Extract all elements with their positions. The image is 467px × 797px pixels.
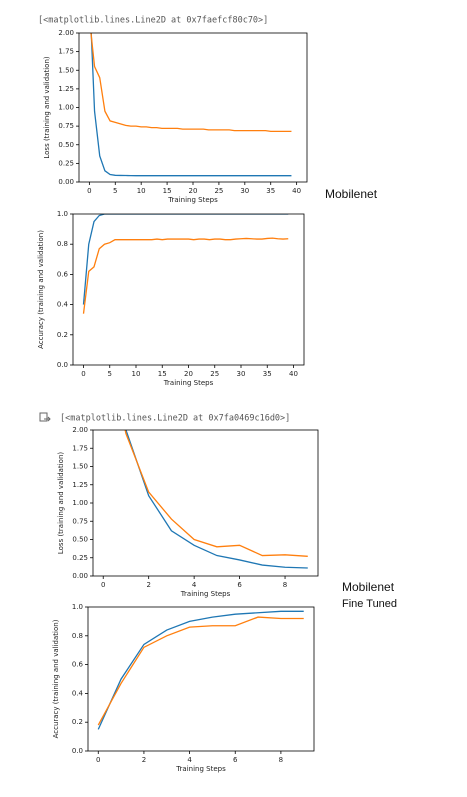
x-axis-label: Training Steps xyxy=(180,590,231,598)
y-tick-label: 0.50 xyxy=(58,141,74,149)
y-tick-label: 0.8 xyxy=(72,632,83,640)
x-tick-label: 6 xyxy=(233,756,238,764)
axes-frame xyxy=(72,213,305,366)
y-axis-label: Loss (training and validation) xyxy=(43,56,51,159)
x-tick-label: 0 xyxy=(87,187,91,195)
y-tick-label: 0.2 xyxy=(57,331,68,339)
x-tick-label: 35 xyxy=(266,187,275,195)
data-line xyxy=(124,430,308,557)
output-text: [<matplotlib.lines.Line2D at 0x7faefcf80… xyxy=(38,16,268,26)
output-text: [<matplotlib.lines.Line2D at 0x7fa0469c1… xyxy=(60,414,290,424)
y-tick-label: 1.00 xyxy=(58,104,74,112)
side-label: Mobilenet xyxy=(325,187,378,201)
x-tick-label: 2 xyxy=(142,756,146,764)
y-axis-label: Accuracy (training and validation) xyxy=(37,230,45,349)
x-tick-label: 0 xyxy=(96,756,100,764)
y-tick-label: 0.0 xyxy=(57,361,68,369)
side-label: Mobilenet xyxy=(342,580,395,594)
x-axis-label: Training Steps xyxy=(175,765,226,773)
data-line xyxy=(82,237,289,314)
x-tick-label: 20 xyxy=(189,187,198,195)
y-axis-label: Accuracy (training and validation) xyxy=(52,619,60,738)
x-tick-label: 10 xyxy=(132,370,141,378)
x-tick-label: 30 xyxy=(237,370,246,378)
plot-area xyxy=(124,430,308,569)
x-tick-label: 40 xyxy=(292,187,301,195)
axes-frame xyxy=(78,32,308,183)
plot-area xyxy=(90,33,292,177)
x-tick-label: 4 xyxy=(192,581,197,589)
axes-frame xyxy=(92,429,319,577)
y-tick-label: 0.50 xyxy=(72,536,88,544)
y-tick-label: 1.00 xyxy=(72,499,88,507)
y-tick-label: 0.00 xyxy=(72,572,88,580)
x-tick-label: 15 xyxy=(158,370,167,378)
data-line xyxy=(97,616,304,726)
x-tick-label: 20 xyxy=(184,370,193,378)
x-tick-label: 6 xyxy=(237,581,242,589)
x-tick-label: 4 xyxy=(187,756,192,764)
x-tick-label: 25 xyxy=(210,370,219,378)
y-tick-label: 0.4 xyxy=(72,689,84,697)
y-tick-label: 0.4 xyxy=(57,301,69,309)
plot-area xyxy=(82,214,289,314)
side-label: Fine Tuned xyxy=(342,598,397,610)
x-axis-label: Training Steps xyxy=(167,196,218,204)
y-tick-label: 1.50 xyxy=(72,463,88,471)
x-tick-label: 2 xyxy=(146,581,150,589)
y-tick-label: 1.25 xyxy=(72,481,88,489)
y-tick-label: 0.25 xyxy=(72,554,88,562)
y-tick-label: 0.00 xyxy=(58,178,74,186)
y-tick-label: 0.75 xyxy=(72,517,88,525)
y-tick-label: 0.25 xyxy=(58,159,74,167)
y-tick-label: 2.00 xyxy=(72,426,88,434)
y-tick-label: 1.75 xyxy=(72,444,88,452)
x-tick-label: 10 xyxy=(137,187,146,195)
x-tick-label: 35 xyxy=(263,370,272,378)
x-tick-label: 30 xyxy=(240,187,249,195)
x-tick-label: 5 xyxy=(108,370,112,378)
y-tick-label: 0.6 xyxy=(72,661,84,669)
y-tick-label: 0.75 xyxy=(58,122,74,130)
x-tick-label: 40 xyxy=(289,370,298,378)
x-tick-label: 25 xyxy=(214,187,223,195)
y-tick-label: 0.2 xyxy=(72,718,83,726)
y-tick-label: 1.0 xyxy=(57,210,68,218)
y-tick-label: 0.0 xyxy=(72,747,83,755)
x-tick-label: 8 xyxy=(279,756,283,764)
data-line xyxy=(97,610,304,730)
axes-frame xyxy=(87,606,315,752)
x-tick-label: 0 xyxy=(101,581,105,589)
x-axis-label: Training Steps xyxy=(163,379,214,387)
data-line xyxy=(82,214,289,305)
x-tick-label: 8 xyxy=(283,581,287,589)
y-tick-label: 0.6 xyxy=(57,270,69,278)
plot-area xyxy=(97,610,304,730)
x-tick-label: 0 xyxy=(81,370,85,378)
y-tick-label: 1.50 xyxy=(58,66,74,74)
output-icon xyxy=(39,412,51,422)
y-tick-label: 1.75 xyxy=(58,48,74,56)
data-line xyxy=(90,33,292,132)
y-tick-label: 1.25 xyxy=(58,85,74,93)
y-tick-label: 0.8 xyxy=(57,240,68,248)
data-line xyxy=(90,33,292,177)
y-tick-label: 2.00 xyxy=(58,29,74,37)
data-line xyxy=(125,430,308,569)
x-tick-label: 5 xyxy=(113,187,117,195)
x-tick-label: 15 xyxy=(163,187,172,195)
y-axis-label: Loss (training and validation) xyxy=(57,452,65,555)
y-tick-label: 1.0 xyxy=(72,603,83,611)
